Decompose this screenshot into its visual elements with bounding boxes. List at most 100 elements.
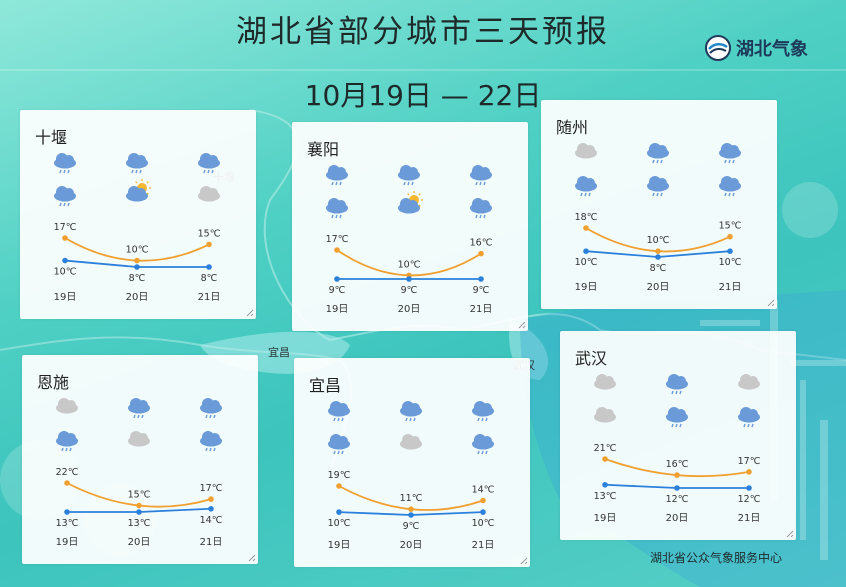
day-label: 20日 <box>666 513 689 524</box>
rain-cloud-icon <box>326 198 348 219</box>
day-label: 19日 <box>594 513 617 524</box>
high-temp-label: 15℃ <box>719 221 742 232</box>
cloud-icon <box>128 431 150 447</box>
forecast-chart: 19℃ 10℃ 19日 11℃ 9℃ 20日 14℃ 10℃ 21日 <box>328 401 528 565</box>
rain-cloud-icon <box>647 176 669 197</box>
cloud-icon <box>594 407 616 423</box>
resize-grip-icon[interactable] <box>786 530 794 538</box>
rain-cloud-icon <box>54 153 76 174</box>
low-temp-point <box>206 264 212 270</box>
resize-grip-icon[interactable] <box>520 557 528 565</box>
low-temp-label: 9℃ <box>403 521 420 532</box>
day-label: 21日 <box>470 304 493 315</box>
low-temp-point <box>674 485 680 491</box>
high-temp-point <box>674 472 680 478</box>
sun-cloud-icon <box>126 179 151 202</box>
high-temp-point <box>62 235 68 241</box>
low-temp-point <box>136 509 142 515</box>
rain-cloud-icon <box>666 407 688 428</box>
city-card-wuhan: 武汉 21℃ 13℃ 19日 16℃ 12℃ 20日 17℃ 12℃ 21日 <box>560 331 796 540</box>
rain-cloud-icon <box>398 165 420 186</box>
resize-grip-icon[interactable] <box>767 299 775 307</box>
rain-cloud-icon <box>198 153 220 174</box>
high-temp-point <box>336 483 342 489</box>
low-temp-label: 8℃ <box>129 273 146 284</box>
low-temp-label: 10℃ <box>472 518 495 529</box>
high-temp-label: 15℃ <box>128 490 151 501</box>
day-label: 20日 <box>128 537 151 548</box>
high-temp-point <box>655 248 661 254</box>
low-temp-point <box>408 512 414 518</box>
high-temp-point <box>727 233 733 240</box>
low-temp-label: 14℃ <box>200 515 223 526</box>
high-temp-label: 22℃ <box>56 467 79 478</box>
day-label: 19日 <box>54 292 77 303</box>
high-temp-point <box>408 506 414 512</box>
high-temp-label: 16℃ <box>666 459 689 470</box>
sun-cloud-icon <box>398 191 423 214</box>
day-label: 19日 <box>328 540 351 551</box>
rain-cloud-icon <box>738 407 760 428</box>
low-temp-point <box>208 505 214 512</box>
city-name: 襄阳 <box>307 140 340 159</box>
city-name: 随州 <box>556 118 589 137</box>
high-temp-point <box>746 469 752 475</box>
low-temp-label: 13℃ <box>56 518 79 529</box>
low-temp-label: 10℃ <box>54 267 77 278</box>
cloud-icon <box>198 186 220 202</box>
city-card-suizhou: 随州 18℃ 10℃ 19日 10℃ 8℃ 20日 15℃ 10℃ 21日 <box>541 100 777 309</box>
high-temp-label: 21℃ <box>594 443 617 454</box>
high-temp-label: 14℃ <box>472 485 495 496</box>
resize-grip-icon[interactable] <box>246 309 254 317</box>
low-temp-label: 10℃ <box>328 518 351 529</box>
rain-cloud-icon <box>200 431 222 452</box>
high-temp-point <box>334 247 340 253</box>
low-temp-point <box>727 248 733 254</box>
cloud-icon <box>575 143 597 159</box>
low-temp-point <box>655 254 661 260</box>
rain-cloud-icon <box>128 398 150 419</box>
high-temp-label: 15℃ <box>198 228 221 239</box>
day-label: 20日 <box>647 282 670 293</box>
low-temp-point <box>334 276 340 282</box>
rain-cloud-icon <box>400 401 422 422</box>
logo-icon <box>705 35 731 61</box>
high-temp-label: 11℃ <box>400 493 423 504</box>
low-temp-label: 9℃ <box>401 285 418 296</box>
cloud-icon <box>738 374 760 390</box>
city-card-enshi: 恩施 22℃ 13℃ 19日 15℃ 13℃ 20日 17℃ 14℃ 21日 <box>22 355 258 564</box>
rain-cloud-icon <box>470 198 492 219</box>
rain-cloud-icon <box>647 143 669 164</box>
low-temp-point <box>406 276 412 282</box>
high-temp-label: 17℃ <box>54 222 77 233</box>
day-label: 20日 <box>398 304 421 315</box>
rain-cloud-icon <box>470 165 492 186</box>
resize-grip-icon[interactable] <box>518 321 526 329</box>
map-label-yichang: 宜昌 <box>268 346 290 359</box>
footer-source: 湖北省公众气象服务中心 <box>650 551 783 565</box>
rain-cloud-icon <box>328 434 350 455</box>
resize-grip-icon[interactable] <box>248 554 256 562</box>
city-name: 十堰 <box>35 128 68 147</box>
low-temp-label: 8℃ <box>201 273 218 284</box>
low-temp-point <box>478 276 484 282</box>
high-temp-label: 17℃ <box>738 456 761 467</box>
rain-cloud-icon <box>719 176 741 197</box>
high-temp-point <box>208 496 214 502</box>
high-temp-point <box>583 225 589 231</box>
city-card-yichang: 宜昌 19℃ 10℃ 19日 11℃ 9℃ 20日 14℃ 10℃ 21日 <box>294 358 530 567</box>
rain-cloud-icon <box>719 143 741 164</box>
rain-cloud-icon <box>328 401 350 422</box>
high-temp-point <box>602 456 608 462</box>
high-temp-point <box>134 257 140 264</box>
high-temp-label: 10℃ <box>398 259 421 270</box>
high-temp-point <box>136 502 142 509</box>
cloud-icon <box>56 398 78 414</box>
rain-cloud-icon <box>200 398 222 419</box>
high-temp-label: 17℃ <box>326 234 349 245</box>
day-label: 19日 <box>326 304 349 315</box>
high-temp-label: 17℃ <box>200 483 223 494</box>
high-temp-point <box>206 241 212 248</box>
day-label: 19日 <box>575 282 598 293</box>
low-temp-point <box>62 257 68 264</box>
